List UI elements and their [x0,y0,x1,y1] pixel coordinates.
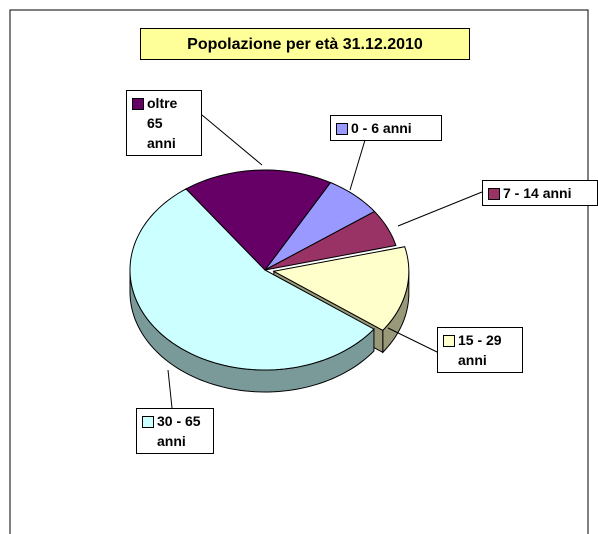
slice-label: 15 - 29 anni [437,327,523,373]
slice-label: 7 - 14 anni [482,180,598,206]
pie-slice [264,210,397,271]
leader-line [201,114,263,166]
slice-label: oltre 65 anni [126,90,202,156]
pie-slice [272,246,410,331]
legend-key [488,188,500,200]
legend-key [142,416,154,428]
label-text: 0 - 6 anni [351,120,412,136]
pie-slice [185,169,332,271]
label-text: 7 - 14 anni [503,185,572,201]
pie-slice [264,181,376,271]
slice-label: 30 - 65 anni [136,408,214,454]
label-text: 15 - 29 anni [458,332,502,368]
pie-slice [129,188,375,371]
leader-line [387,327,438,353]
label-text: 30 - 65 anni [157,413,201,449]
leader-line [167,369,173,409]
leader-line [349,139,366,191]
slice-label: 0 - 6 anni [330,115,442,141]
legend-key [132,98,144,110]
chart-border [9,9,589,534]
legend-key [443,335,455,347]
legend-key [336,123,348,135]
leader-line [397,191,483,227]
chart-title: Popolazione per età 31.12.2010 [140,28,470,60]
label-text: oltre 65 anni [147,95,178,151]
